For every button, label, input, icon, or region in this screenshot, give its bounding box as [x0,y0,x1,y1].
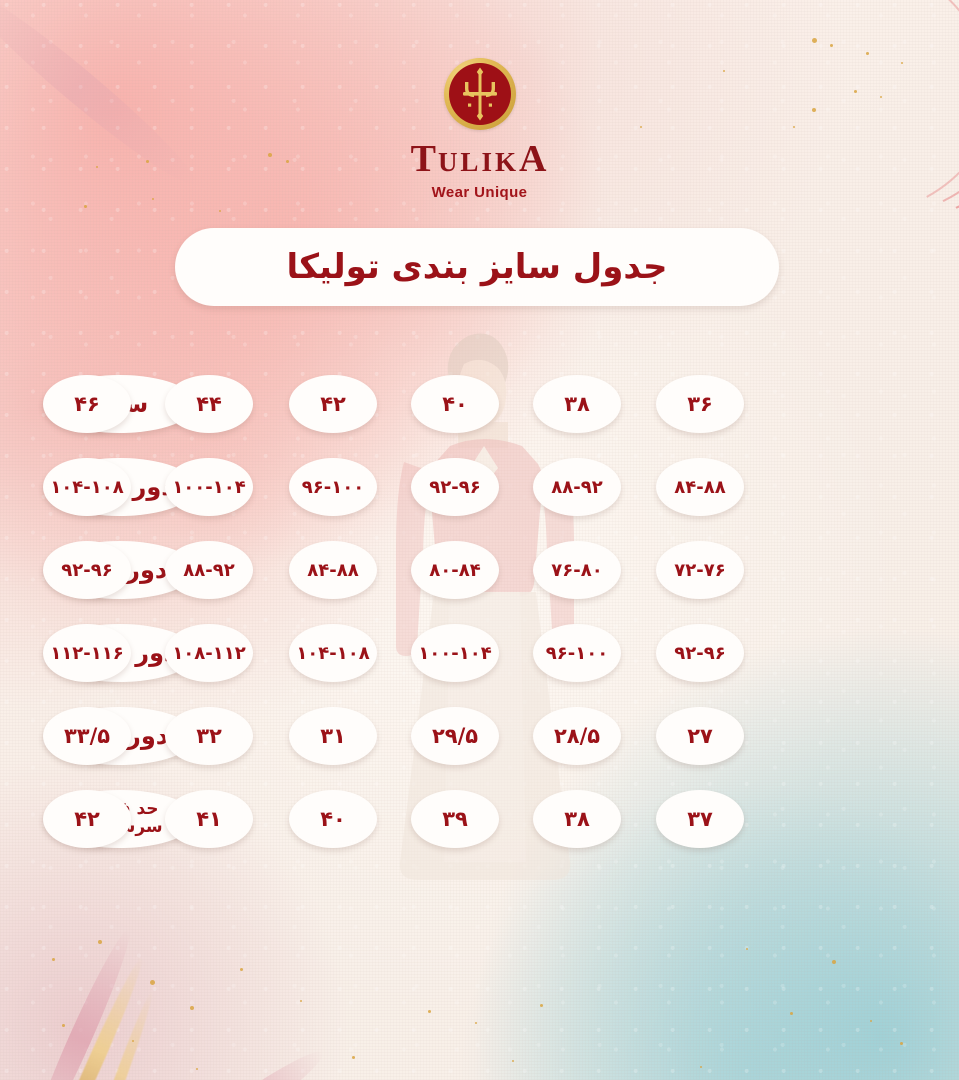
gold-speck [352,1056,355,1059]
measurement-cell: ۸۸-۹۲ [165,541,253,599]
tulika-emblem-icon [443,58,516,130]
brand-tagline: Wear Unique [431,184,528,201]
size-chart-table: سایز۳۶۳۸۴۰۴۲۴۴۴۶دور سینه۸۴-۸۸۸۸-۹۲۹۲-۹۶۹… [0,375,959,873]
measurement-cell: ۲۸/۵ [533,707,621,765]
measurement-cell: ۱۱۲-۱۱۶ [43,624,131,682]
gold-speck [540,1004,543,1007]
gold-speck [132,1040,134,1042]
brand-name-a: A [518,138,549,180]
measurement-cell: ۱۰۰-۱۰۴ [165,458,253,516]
size-header-cell: ۴۴ [165,375,253,433]
measurement-cell: ۱۰۴-۱۰۸ [43,458,131,516]
measurement-cell: ۸۴-۸۸ [289,541,377,599]
measurement-cell: ۳۱ [289,707,377,765]
measurement-cell: ۳۳/۵ [43,707,131,765]
measurement-cell: ۴۲ [43,790,131,848]
brand-name-ulik: ULIK [437,147,519,177]
measurement-cell: ۹۲-۹۶ [656,624,744,682]
size-header-cell: ۴۲ [289,375,377,433]
monogram-glyph-icon [462,67,497,121]
gold-speck [790,1012,793,1015]
measurement-cell: ۹۶-۱۰۰ [533,624,621,682]
measurement-cell: ۹۶-۱۰۰ [289,458,377,516]
measurement-cell: ۲۹/۵ [411,707,499,765]
gold-speck [240,968,243,971]
measurement-cell: ۳۸ [533,790,621,848]
gold-speck [84,205,87,208]
gold-speck [475,1022,477,1024]
measurement-cell: ۷۲-۷۶ [656,541,744,599]
page-title-text: جدول سایز بندی تولیکا [286,247,668,287]
measurement-cell: ۱۰۴-۱۰۸ [289,624,377,682]
size-header-cell: ۴۶ [43,375,131,433]
measurement-cell: ۱۰۰-۱۰۴ [411,624,499,682]
measurement-cell: ۱۰۸-۱۱۲ [165,624,253,682]
size-header-cell: ۴۰ [411,375,499,433]
gold-speck [52,958,55,961]
size-header-cell: ۳۸ [533,375,621,433]
measurement-cell: ۹۲-۹۶ [43,541,131,599]
measurement-cell: ۳۲ [165,707,253,765]
measurement-cell: ۳۹ [411,790,499,848]
brand-logo: TULIKA Wear Unique [0,58,959,201]
gold-speck [870,1020,872,1022]
table-row: حد فاصلسرشانه‌ها۳۷۳۸۳۹۴۰۴۱۴۲ [0,790,959,873]
measurement-cell: ۷۶-۸۰ [533,541,621,599]
gold-speck [62,1024,65,1027]
gold-speck [219,210,221,212]
measurement-cell: ۸۰-۸۴ [411,541,499,599]
size-header-cell: ۳۶ [656,375,744,433]
brand-name-t: T [410,138,438,180]
table-row: دور باسن۹۲-۹۶۹۶-۱۰۰۱۰۰-۱۰۴۱۰۴-۱۰۸۱۰۸-۱۱۲… [0,624,959,707]
gold-speck [700,1066,702,1068]
table-row: دور سینه۸۴-۸۸۸۸-۹۲۹۲-۹۶۹۶-۱۰۰۱۰۰-۱۰۴۱۰۴-… [0,458,959,541]
measurement-cell: ۴۱ [165,790,253,848]
page-title: جدول سایز بندی تولیکا [175,228,779,306]
gold-speck [512,1060,514,1062]
measurement-cell: ۳۷ [656,790,744,848]
gold-speck [190,1006,194,1010]
measurement-cell: ۹۲-۹۶ [411,458,499,516]
gold-speck [900,1042,903,1045]
gold-speck [300,1000,302,1002]
gold-speck [196,1068,198,1070]
measurement-cell: ۸۸-۹۲ [533,458,621,516]
gold-speck [428,1010,431,1013]
table-row: سایز۳۶۳۸۴۰۴۲۴۴۴۶ [0,375,959,458]
gold-speck [746,948,748,950]
gold-speck [832,960,836,964]
measurement-cell: ۸۴-۸۸ [656,458,744,516]
gold-speck [150,980,155,985]
measurement-cell: ۴۰ [289,790,377,848]
measurement-cell: ۲۷ [656,707,744,765]
brand-wordmark: TULIKA [0,140,959,178]
gold-speck [98,940,102,944]
